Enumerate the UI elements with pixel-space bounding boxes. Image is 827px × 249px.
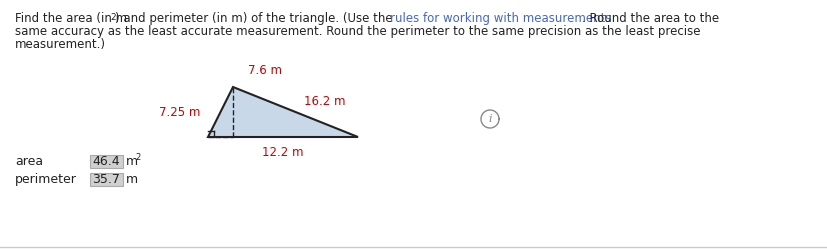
Text: i: i — [488, 114, 491, 124]
Text: ) and perimeter (in m) of the triangle. (Use the: ) and perimeter (in m) of the triangle. … — [115, 12, 396, 25]
Text: area: area — [15, 154, 43, 168]
Text: perimeter: perimeter — [15, 173, 77, 186]
Polygon shape — [208, 87, 357, 137]
Text: 46.4: 46.4 — [93, 154, 120, 168]
Text: 7.25 m: 7.25 m — [159, 106, 200, 119]
Text: measurement.): measurement.) — [15, 38, 106, 51]
Text: 2: 2 — [110, 13, 116, 22]
FancyBboxPatch shape — [90, 154, 123, 168]
Text: . Round the area to the: . Round the area to the — [581, 12, 719, 25]
Text: same accuracy as the least accurate measurement. Round the perimeter to the same: same accuracy as the least accurate meas… — [15, 25, 700, 38]
Text: 2: 2 — [135, 152, 140, 162]
Text: rules for working with measurements: rules for working with measurements — [390, 12, 611, 25]
FancyBboxPatch shape — [90, 173, 123, 186]
Text: 35.7: 35.7 — [93, 173, 120, 186]
Text: 7.6 m: 7.6 m — [248, 64, 282, 77]
Text: Find the area (in m: Find the area (in m — [15, 12, 127, 25]
Text: 12.2 m: 12.2 m — [262, 146, 304, 159]
Text: 16.2 m: 16.2 m — [304, 95, 345, 108]
Text: m: m — [126, 173, 138, 186]
Text: m: m — [126, 154, 138, 168]
